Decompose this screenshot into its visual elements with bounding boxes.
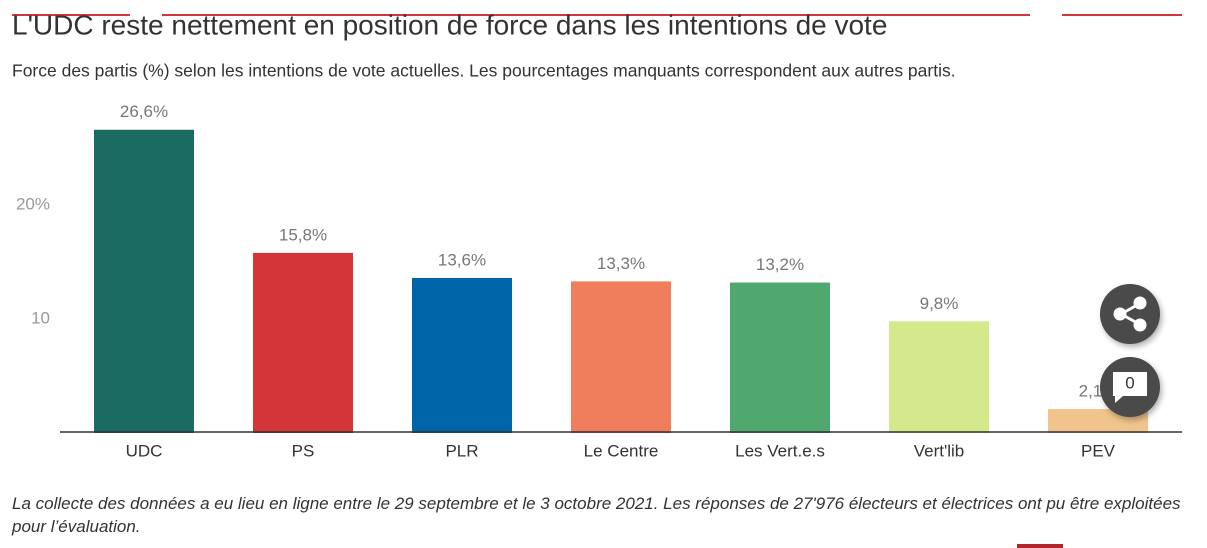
share-icon <box>1113 296 1147 332</box>
comment-count: 0 <box>1125 373 1134 392</box>
bar <box>253 252 353 433</box>
x-tick-label: Le Centre <box>584 441 659 460</box>
value-label: 13,2% <box>756 255 804 274</box>
chart-subtitle: Force des partis (%) selon les intention… <box>12 61 956 81</box>
value-label: 13,3% <box>597 254 645 273</box>
bar <box>412 277 512 433</box>
x-tick-label: Les Vert.e.s <box>735 441 825 460</box>
x-tick-label: Vert'lib <box>914 441 965 460</box>
comment-icon <box>1113 372 1147 403</box>
x-tick-label: PLR <box>445 441 478 460</box>
footnote: La collecte des données a eu lieu en lig… <box>12 494 1181 536</box>
x-tick-label: PS <box>292 441 315 460</box>
y-tick-label: 10 <box>31 308 50 327</box>
value-label: 15,8% <box>279 225 327 244</box>
x-tick-label: PEV <box>1081 441 1116 460</box>
value-label: 13,6% <box>438 250 486 269</box>
chart-title: L'UDC reste nettement en position de for… <box>12 9 887 40</box>
bar <box>571 281 671 433</box>
value-label: 9,8% <box>920 294 959 313</box>
plot: 20% 10 UDC 26,6% PS 15,8% PLR 13,6% Le Centre 13,… <box>16 102 1148 460</box>
value-label: 26,6% <box>120 102 168 121</box>
bar <box>730 282 830 433</box>
bar <box>889 321 989 433</box>
bar <box>94 129 194 433</box>
comment-button[interactable]: 0 <box>1100 357 1160 417</box>
y-tick-label: 20% <box>16 194 50 213</box>
share-circle[interactable] <box>1100 284 1160 344</box>
x-tick-label: UDC <box>126 441 163 460</box>
share-button[interactable] <box>1100 284 1160 344</box>
